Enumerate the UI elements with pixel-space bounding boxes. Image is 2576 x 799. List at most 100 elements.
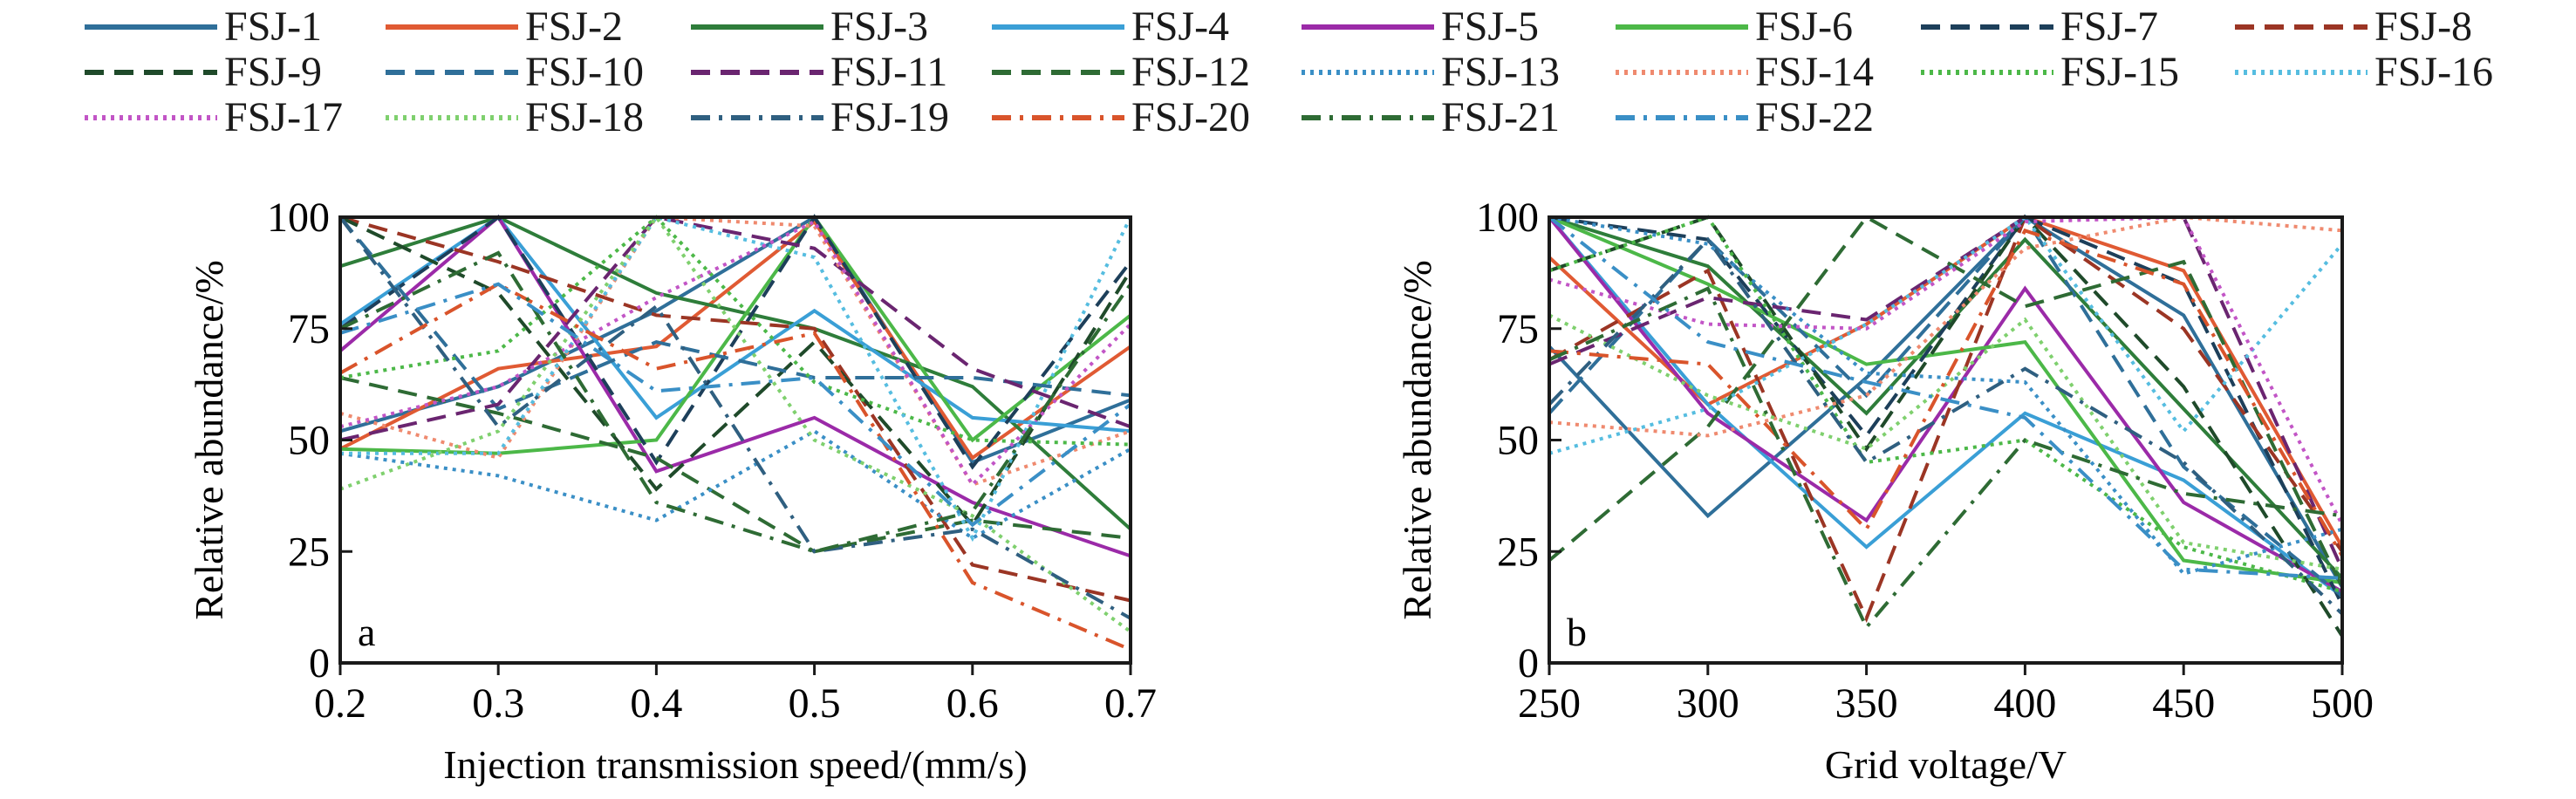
series-line-fsj-13: [339, 428, 1131, 541]
legend-swatch: [386, 70, 518, 75]
legend-label: FSJ-6: [1755, 3, 1854, 50]
legend-item: FSJ-5: [1300, 3, 1539, 51]
series-line-fsj-5: [1548, 215, 2343, 593]
x-axis-title: Injection transmission speed/(mm/s): [443, 742, 1027, 787]
legend-item: FSJ-15: [1919, 48, 2179, 97]
series-line-fsj-18: [1548, 313, 2343, 571]
legend-swatch: [992, 70, 1124, 75]
y-tick-label: 75: [288, 306, 330, 352]
panel-label: a: [358, 610, 375, 654]
x-tick-label: 250: [1518, 680, 1581, 727]
series-line-fsj-19: [1548, 236, 2344, 616]
series-line-fsj-16: [340, 215, 1132, 543]
legend-label: FSJ-9: [224, 49, 323, 95]
y-tick-label: 0: [309, 640, 330, 686]
x-axis-title: Grid voltage/V: [1825, 742, 2067, 787]
x-tick-label: 350: [1835, 680, 1898, 727]
legend-swatch: [992, 115, 1124, 120]
legend-item: FSJ-6: [1614, 3, 1853, 51]
legend-item: FSJ-16: [2233, 48, 2493, 97]
legend-item: FSJ-1: [83, 3, 322, 51]
legend-item: FSJ-20: [990, 93, 1250, 142]
series-line-fsj-11: [339, 215, 1131, 442]
series-line-fsj-2: [339, 219, 1132, 461]
x-tick-label: 0.7: [1104, 680, 1157, 727]
legend-swatch: [1302, 115, 1434, 120]
legend-item: FSJ-22: [1614, 93, 1874, 142]
legend-label: FSJ-5: [1441, 3, 1540, 50]
series-line-fsj-21: [339, 250, 1132, 554]
legend-label: FSJ-22: [1755, 94, 1875, 140]
legend-label: FSJ-19: [830, 94, 950, 140]
series-line-fsj-11: [1548, 215, 2344, 570]
panel-label: b: [1567, 610, 1587, 654]
series-line-fsj-8: [1548, 214, 2344, 624]
legend-label: FSJ-17: [224, 94, 344, 140]
series-line-fsj-17: [1548, 215, 2344, 526]
legend-item: FSJ-19: [689, 93, 949, 142]
legend-swatch: [1921, 24, 2053, 30]
legend-swatch: [1616, 115, 1748, 120]
legend-label: FSJ-7: [2060, 3, 2159, 50]
series-line-fsj-12: [1548, 215, 2344, 588]
y-axis-title: Relative abundance/%: [1395, 260, 1439, 620]
legend-label: FSJ-21: [1441, 94, 1561, 140]
legend-label: FSJ-8: [2374, 3, 2473, 50]
legend-label: FSJ-15: [2060, 49, 2180, 95]
series-line-fsj-15: [1548, 215, 2343, 594]
legend-item: FSJ-18: [384, 93, 644, 142]
series-line-fsj-14: [1548, 215, 2343, 438]
series-line-fsj-7: [338, 214, 1132, 470]
y-tick-label: 25: [288, 529, 330, 575]
x-tick-label: 0.3: [472, 680, 524, 727]
series-line-fsj-20: [1548, 228, 2344, 557]
legend-label: FSJ-10: [525, 49, 645, 95]
legend-swatch: [85, 70, 217, 75]
legend-item: FSJ-3: [689, 3, 928, 51]
x-tick-label: 500: [2311, 680, 2374, 727]
legend-label: FSJ-20: [1131, 94, 1251, 140]
y-tick-label: 25: [1497, 529, 1539, 575]
series-line-fsj-21: [1548, 286, 2343, 631]
series-line-fsj-15: [339, 215, 1131, 447]
legend-item: FSJ-4: [990, 3, 1229, 51]
legend-label: FSJ-11: [830, 49, 948, 95]
x-tick-label: 0.2: [314, 680, 366, 727]
series-line-fsj-7: [1548, 215, 2344, 606]
legend-swatch: [992, 24, 1124, 30]
legend-label: FSJ-2: [525, 3, 624, 50]
legend-swatch: [691, 115, 823, 120]
series-line-fsj-1: [339, 215, 1131, 465]
legend-item: FSJ-13: [1300, 48, 1560, 97]
legend-swatch: [85, 24, 217, 30]
legend-swatch: [2235, 24, 2368, 30]
series-line-fsj-22: [1548, 215, 2343, 580]
legend-swatch: [1302, 24, 1434, 30]
legend-item: FSJ-9: [83, 48, 322, 97]
legend-item: FSJ-2: [384, 3, 623, 51]
series-line-fsj-19: [338, 215, 1131, 620]
y-tick-label: 0: [1518, 640, 1539, 686]
legend-item: FSJ-14: [1614, 48, 1874, 97]
legend-label: FSJ-18: [525, 94, 645, 140]
chart-panel-b: 0 25 50 75 100 250 300 350 400 450 500 b Grid voltag…: [1395, 195, 2374, 787]
legend-item: FSJ-10: [384, 48, 644, 97]
legend-item: FSJ-7: [1919, 3, 2158, 51]
chart-panel-a: 0 25 50 75 100 0.2 0.3 0.4 0.5 0.6 0.7 a Injection t…: [187, 195, 1157, 787]
plot-frame: [1548, 215, 2344, 665]
legend-label: FSJ-12: [1131, 49, 1251, 95]
series-line-fsj-13: [1548, 215, 2343, 577]
series-line-fsj-22: [339, 282, 1132, 528]
legend-label: FSJ-13: [1441, 49, 1561, 95]
legend-item: FSJ-17: [83, 93, 343, 142]
legend-swatch: [386, 24, 518, 30]
series-line-fsj-6: [1548, 215, 2343, 584]
legend-label: FSJ-16: [2374, 49, 2494, 95]
y-axis-title: Relative abundance/%: [187, 260, 231, 620]
y-tick-label: 50: [1497, 418, 1539, 464]
legend-label: FSJ-14: [1755, 49, 1875, 95]
x-tick-label: 0.4: [630, 680, 682, 727]
series-line-fsj-5: [338, 214, 1131, 558]
x-tick-label: 400: [1993, 680, 2056, 727]
legend-item: FSJ-8: [2233, 3, 2472, 51]
